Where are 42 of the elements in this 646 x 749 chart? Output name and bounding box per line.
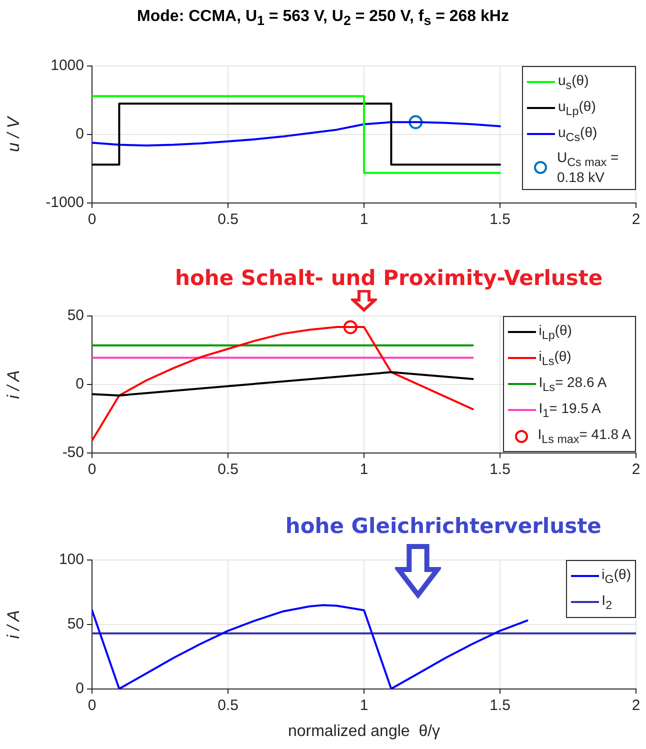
- x-tick-label: 1.5: [490, 211, 510, 228]
- x-tick-label: 1: [360, 461, 368, 478]
- legend-label: I$_{Ls}$= 28.6 A: [538, 374, 607, 394]
- legend-label: I$_{2}$: [602, 592, 612, 612]
- y-tick-label: 1000: [50, 57, 84, 74]
- chart-title: Mode: CCMA, U$_{1}$ = 563 V, U$_{2}$ = 250 V, f$_{s}$ = 268 kHz: [136, 8, 510, 28]
- y-axis-title: u / V: [4, 115, 23, 152]
- x-tick-label: 0: [88, 696, 96, 714]
- y-tick-label: 0: [76, 376, 84, 393]
- x-tick-label: 2: [632, 211, 640, 228]
- x-axis-title: normalized angle θ/γ: [288, 722, 440, 740]
- x-tick-label: 0.5: [218, 461, 238, 478]
- x-tick-label: 1: [360, 696, 368, 714]
- x-tick-label: 1.5: [490, 461, 510, 478]
- legend-label: u$_{Lp}$(θ): [558, 98, 596, 118]
- x-tick-label: 0: [88, 461, 96, 478]
- x-tick-label: 0.5: [218, 696, 238, 714]
- legend-label: I$_{Ls max}$= 41.8 A: [538, 426, 631, 446]
- legend-label: i$_{G}$(θ): [602, 566, 631, 586]
- legend-label: I$_{1}$= 19.5 A: [538, 400, 601, 420]
- y-tick-label: 50: [67, 616, 84, 633]
- x-tick-label: 2: [632, 461, 640, 478]
- y-tick-label: 0: [76, 680, 84, 697]
- x-tick-label: 1: [360, 211, 368, 228]
- legend-label: u$_{Cs}$(θ): [558, 124, 598, 144]
- x-tick-label: 0.5: [218, 211, 238, 228]
- legend-label: u$_{s}$(θ): [558, 72, 589, 92]
- y-axis-title: i / A: [4, 610, 23, 639]
- text: hohe Gleichrichterverluste: [285, 514, 602, 538]
- text: hohe Schalt- und Proximity-Verluste: [175, 266, 603, 290]
- y-tick-label: -1000: [46, 194, 84, 212]
- x-tick-label: 2: [632, 696, 640, 714]
- y-tick-label: 0: [76, 126, 84, 143]
- legend-label: i$_{Lp}$(θ): [538, 322, 572, 342]
- y-axis-title: i / A: [4, 370, 23, 399]
- legend-label: i$_{Ls}$(θ): [538, 348, 572, 368]
- x-tick-label: 0: [88, 211, 96, 228]
- x-tick-label: 1.5: [490, 696, 510, 714]
- y-tick-label: -50: [62, 444, 84, 462]
- y-tick-label: 100: [58, 551, 84, 568]
- y-tick-label: 50: [67, 307, 84, 324]
- legend-label: U$_{Cs max}$ = 0.18 kV: [557, 149, 620, 185]
